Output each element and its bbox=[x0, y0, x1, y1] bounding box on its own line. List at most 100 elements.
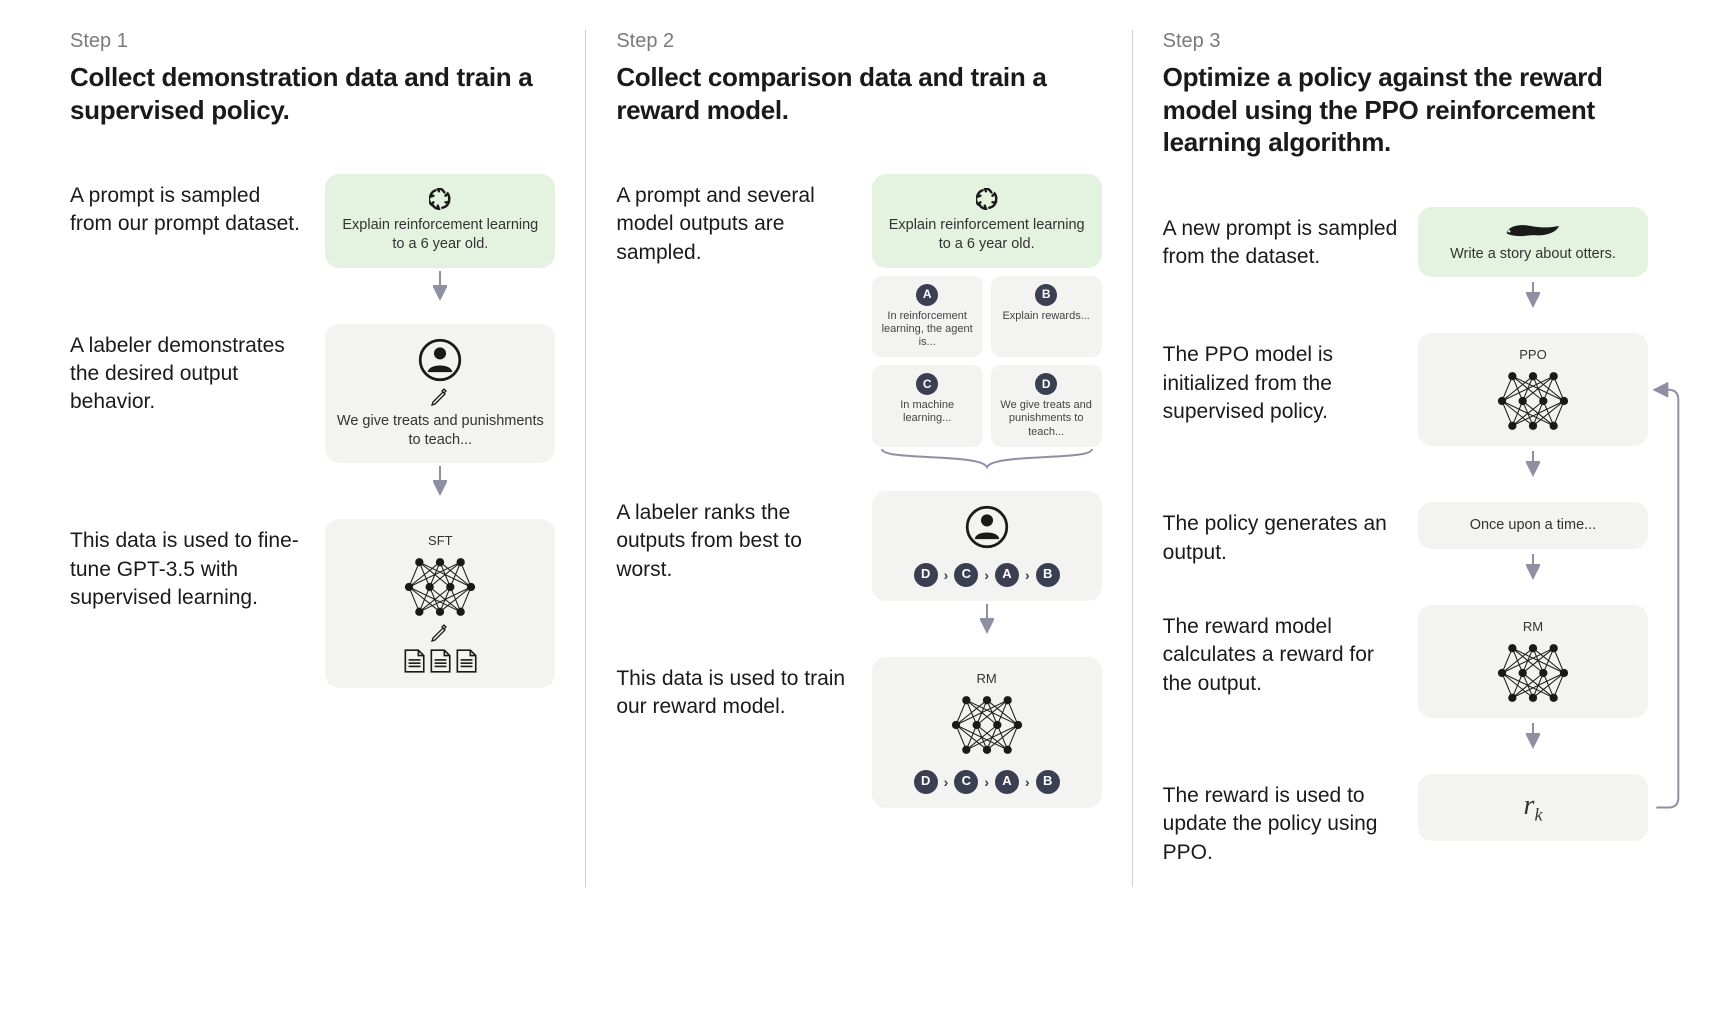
step-3-stage-3: The policy generates an output. Once upo… bbox=[1163, 502, 1648, 585]
diagram-container: Step 1 Collect demonstration data and tr… bbox=[40, 30, 1678, 887]
option-text: In machine learning... bbox=[878, 399, 977, 425]
option-badge: B bbox=[1035, 284, 1057, 306]
step-2-column: Step 2 Collect comparison data and train… bbox=[586, 30, 1131, 887]
option-badge: A bbox=[916, 284, 938, 306]
recycle-icon bbox=[429, 188, 451, 210]
arrow-icon bbox=[1526, 446, 1540, 482]
neural-net-icon bbox=[1495, 370, 1571, 432]
ranking-row: D › C › A › B bbox=[914, 770, 1060, 794]
stage-text: The reward is used to update the policy … bbox=[1163, 774, 1398, 867]
option-text: Explain rewards... bbox=[1002, 310, 1089, 323]
model-label: SFT bbox=[428, 533, 453, 550]
arrow-icon bbox=[1526, 277, 1540, 313]
prompt-card: Explain reinforcement learning to a 6 ye… bbox=[325, 174, 555, 268]
labeler-rank-card: D › C › A › B bbox=[872, 491, 1102, 601]
option-badge: D bbox=[1035, 373, 1057, 395]
step-2-title: Collect comparison data and train a rewa… bbox=[616, 61, 1101, 126]
arrow-icon bbox=[433, 463, 447, 499]
rm-model-card: RM bbox=[1418, 605, 1648, 718]
rank-badge: D bbox=[914, 770, 938, 794]
document-icon bbox=[429, 648, 451, 674]
otter-icon bbox=[1505, 221, 1561, 239]
neural-net-icon bbox=[1495, 642, 1571, 704]
gt-icon: › bbox=[984, 773, 989, 791]
step-3-stage-1: A new prompt is sampled from the dataset… bbox=[1163, 207, 1648, 314]
rank-badge: C bbox=[954, 770, 978, 794]
prompt-text: Write a story about otters. bbox=[1450, 245, 1616, 264]
neural-net-icon bbox=[949, 694, 1025, 756]
step-3-label: Step 3 bbox=[1163, 30, 1648, 53]
docs-row bbox=[403, 648, 477, 674]
step-2-stage-1: A prompt and several model outputs are s… bbox=[616, 174, 1101, 471]
stage-text: The policy generates an output. bbox=[1163, 502, 1398, 567]
rank-badge: D bbox=[914, 563, 938, 587]
step-2-stage-3: This data is used to train our reward mo… bbox=[616, 657, 1101, 808]
step-1-stage-2: A labeler demonstrates the desired outpu… bbox=[70, 324, 555, 500]
stage-text: A prompt and several model outputs are s… bbox=[616, 174, 851, 267]
stage-text: A labeler demonstrates the desired outpu… bbox=[70, 324, 305, 417]
step-1-label: Step 1 bbox=[70, 30, 555, 53]
reward-symbol: r bbox=[1524, 790, 1535, 821]
option-badge: C bbox=[916, 373, 938, 395]
step-1-stage-3: This data is used to fine-tune GPT-3.5 w… bbox=[70, 519, 555, 688]
option-text: We give treats and punishments to teach.… bbox=[997, 399, 1096, 439]
arrow-icon bbox=[1526, 718, 1540, 754]
output-card: Once upon a time... bbox=[1418, 502, 1648, 549]
gt-icon: › bbox=[944, 773, 949, 791]
step-3-title: Optimize a policy against the reward mod… bbox=[1163, 61, 1648, 159]
rank-badge: C bbox=[954, 563, 978, 587]
document-icon bbox=[455, 648, 477, 674]
pencil-icon bbox=[431, 624, 449, 642]
gt-icon: › bbox=[984, 566, 989, 584]
step-1-stage-1: A prompt is sampled from our prompt data… bbox=[70, 174, 555, 304]
model-label: RM bbox=[1523, 619, 1543, 636]
rank-badge: B bbox=[1036, 563, 1060, 587]
sft-model-card: SFT bbox=[325, 519, 555, 688]
reward-formula: rk bbox=[1524, 788, 1543, 827]
person-icon bbox=[965, 505, 1009, 549]
step-3-stage-2: The PPO model is initialized from the su… bbox=[1163, 333, 1648, 482]
option-b: B Explain rewards... bbox=[991, 276, 1102, 358]
gt-icon: › bbox=[1025, 773, 1030, 791]
rank-badge: B bbox=[1036, 770, 1060, 794]
output-text: Once upon a time... bbox=[1470, 516, 1597, 535]
step-1-title: Collect demonstration data and train a s… bbox=[70, 61, 555, 126]
rm-model-card: RM D › C › A › B bbox=[872, 657, 1102, 808]
ppo-model-card: PPO bbox=[1418, 333, 1648, 446]
curly-brace-icon bbox=[872, 447, 1102, 471]
option-text: In reinforcement learning, the agent is.… bbox=[878, 310, 977, 350]
option-d: D We give treats and punishments to teac… bbox=[991, 365, 1102, 447]
prompt-card: Write a story about otters. bbox=[1418, 207, 1648, 278]
person-icon bbox=[418, 338, 462, 382]
stage-text: The PPO model is initialized from the su… bbox=[1163, 333, 1398, 426]
prompt-card: Explain reinforcement learning to a 6 ye… bbox=[872, 174, 1102, 268]
ranking-row: D › C › A › B bbox=[914, 563, 1060, 587]
step-2-stage-2: A labeler ranks the outputs from best to… bbox=[616, 491, 1101, 637]
document-icon bbox=[403, 648, 425, 674]
stage-text: A labeler ranks the outputs from best to… bbox=[616, 491, 851, 584]
reward-card: rk bbox=[1418, 774, 1648, 841]
recycle-icon bbox=[976, 188, 998, 210]
rank-badge: A bbox=[995, 770, 1019, 794]
model-label: RM bbox=[977, 671, 997, 688]
step-3-stage-4: The reward model calculates a reward for… bbox=[1163, 605, 1648, 754]
option-c: C In machine learning... bbox=[872, 365, 983, 447]
pencil-icon bbox=[431, 388, 449, 406]
prompt-text: Explain reinforcement learning to a 6 ye… bbox=[335, 216, 545, 254]
labeler-card: We give treats and punishments to teach.… bbox=[325, 324, 555, 464]
model-label: PPO bbox=[1519, 347, 1546, 364]
arrow-icon bbox=[433, 268, 447, 304]
stage-text: This data is used to fine-tune GPT-3.5 w… bbox=[70, 519, 305, 612]
options-grid: A In reinforcement learning, the agent i… bbox=[872, 276, 1102, 447]
arrow-icon bbox=[1526, 549, 1540, 585]
step-1-column: Step 1 Collect demonstration data and tr… bbox=[40, 30, 585, 887]
gt-icon: › bbox=[1025, 566, 1030, 584]
neural-net-icon bbox=[402, 556, 478, 618]
arrow-icon bbox=[980, 601, 994, 637]
gt-icon: › bbox=[944, 566, 949, 584]
step-3-stage-5: The reward is used to update the policy … bbox=[1163, 774, 1648, 867]
option-a: A In reinforcement learning, the agent i… bbox=[872, 276, 983, 358]
prompt-text: Explain reinforcement learning to a 6 ye… bbox=[882, 216, 1092, 254]
labeler-response: We give treats and punishments to teach.… bbox=[335, 412, 545, 450]
rank-badge: A bbox=[995, 563, 1019, 587]
